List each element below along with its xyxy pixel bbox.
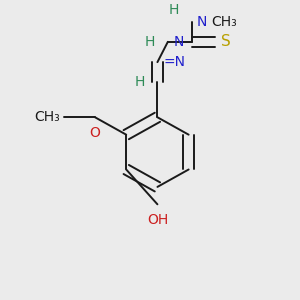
- Text: S: S: [221, 34, 230, 49]
- Text: H: H: [169, 3, 179, 17]
- Text: CH₃: CH₃: [211, 14, 237, 28]
- Text: H: H: [145, 35, 155, 49]
- Text: H: H: [135, 75, 145, 89]
- Text: N: N: [173, 35, 184, 49]
- Text: =N: =N: [164, 55, 186, 69]
- Text: OH: OH: [147, 213, 168, 227]
- Text: N: N: [197, 14, 207, 28]
- Text: O: O: [90, 126, 101, 140]
- Text: CH₃: CH₃: [34, 110, 60, 124]
